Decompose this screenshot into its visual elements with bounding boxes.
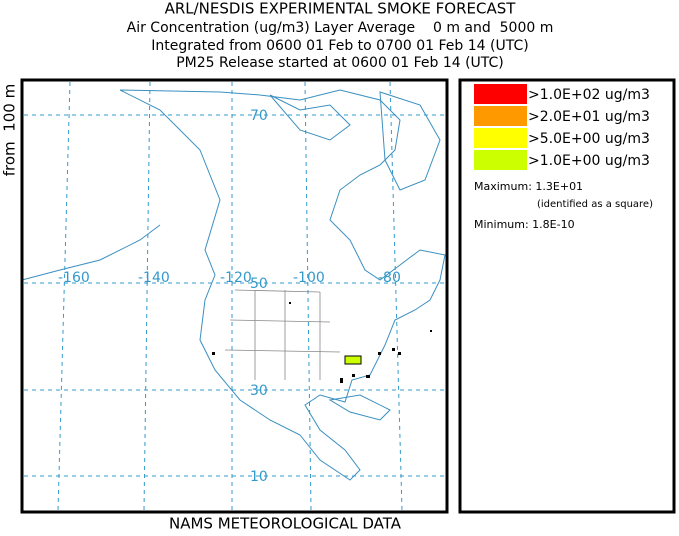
smoke-dot: [366, 375, 370, 378]
latitude-label: 30: [250, 383, 268, 399]
latitude-label: 70: [250, 108, 268, 124]
legend-label: >5.0E+00 ug/m3: [528, 131, 650, 147]
greenland-coast: [379, 91, 441, 191]
longitude-label: -120: [220, 270, 252, 286]
smoke-dot: [378, 352, 381, 355]
longitude-label: -100: [293, 270, 325, 286]
legend-swatch: [474, 84, 527, 104]
subtitle: PM25 Release started at 0600 01 Feb 14 (…: [176, 55, 504, 71]
smoke-dot: [352, 374, 355, 377]
legend-label: >1.0E+02 ug/m3: [528, 87, 650, 103]
legend-swatch: [474, 106, 527, 126]
maximum: Maximum: 1.3E+01: [474, 180, 583, 193]
legend: >1.0E+02 ug/m3 >2.0E+01 ug/m3 >5.0E+00 ug/…: [474, 84, 650, 170]
north-america-outline: [119, 89, 446, 481]
title: ARL/NESDIS EXPERIMENTAL SMOKE FORECAST: [165, 0, 517, 18]
latitude-label: 10: [250, 469, 268, 485]
state-lines: [224, 289, 341, 380]
smoke-dot: [340, 378, 343, 383]
legend-swatch: [474, 150, 527, 170]
legend-label: >1.0E+00 ug/m3: [528, 153, 650, 169]
latitude-labels: 70 50 30 10: [250, 108, 268, 485]
state-borders: [224, 289, 341, 380]
longitude-label: -80: [378, 270, 401, 286]
arctic-islands: [269, 94, 351, 141]
smoke-dot: [398, 352, 401, 355]
longitude-labels: -160 -140 -120 -100 -80: [58, 270, 401, 286]
latitude-label: 50: [250, 276, 268, 292]
smoke-dot: [289, 302, 291, 304]
alaska-peninsula: [21, 224, 161, 281]
subtitle: Air Concentration (ug/m3) Layer Average …: [127, 20, 554, 36]
legend-frame: [458, 78, 676, 514]
caribbean: [328, 394, 391, 421]
map: -160 -140 -120 -100 -80 70 50 30 10: [21, 81, 446, 511]
longitude-label: -140: [138, 270, 170, 286]
maximum-note: (identified as a square): [537, 199, 653, 210]
map-frame: [20, 78, 449, 514]
footer: NAMS METEOROLOGICAL DATA: [169, 515, 402, 533]
legend-swatch: [474, 128, 527, 148]
side-label: from 100 m: [1, 84, 19, 176]
legend-label: >2.0E+01 ug/m3: [528, 109, 650, 125]
coastlines: [21, 89, 446, 481]
graticule: [24, 81, 445, 511]
smoke-marks: [212, 302, 432, 383]
smoke-dot: [430, 330, 432, 332]
smoke-dot: [392, 348, 395, 351]
longitude-label: -160: [58, 270, 90, 286]
subtitle: Integrated from 0600 01 Feb to 0700 01 F…: [151, 38, 528, 54]
minimum: Minimum: 1.8E-10: [474, 218, 575, 231]
smoke-dot: [212, 352, 215, 355]
smoke-area: [344, 355, 362, 365]
